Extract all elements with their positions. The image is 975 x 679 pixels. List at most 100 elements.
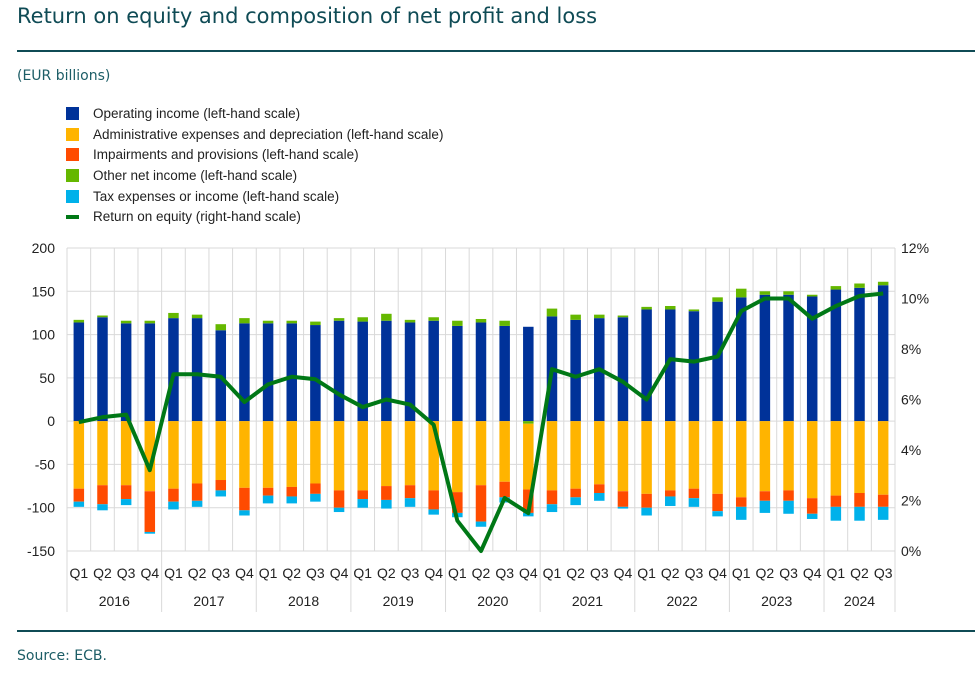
bar-operating xyxy=(357,321,368,422)
bar-operating xyxy=(333,320,345,422)
bar-tax xyxy=(120,499,132,506)
right-tick-label: 8% xyxy=(901,341,921,357)
bar-tax xyxy=(759,500,771,513)
bar-operating xyxy=(665,309,676,422)
bar-other xyxy=(854,283,865,288)
bar-operating xyxy=(688,311,700,422)
bar-other xyxy=(712,297,723,302)
year-label: 2020 xyxy=(477,593,508,609)
bar-impairments xyxy=(830,495,842,507)
quarter-label: Q4 xyxy=(708,565,727,581)
legend-item-roe: Return on equity (right-hand scale) xyxy=(66,206,443,227)
bar-other xyxy=(215,324,227,331)
bar-other xyxy=(877,281,889,286)
bar-administrative xyxy=(546,421,558,491)
bar-other xyxy=(570,314,581,320)
legend-item-impairments: Impairments and provisions (left-hand sc… xyxy=(66,144,443,165)
bar-tax xyxy=(854,506,865,521)
right-tick-label: 6% xyxy=(901,392,921,408)
bar-other xyxy=(73,319,85,323)
quarter-label: Q3 xyxy=(117,565,136,581)
quarter-label: Q4 xyxy=(235,565,254,581)
bar-tax xyxy=(688,498,700,507)
bar-operating xyxy=(735,297,747,422)
left-tick-label: 150 xyxy=(32,283,56,299)
bar-other xyxy=(239,318,250,324)
year-label: 2016 xyxy=(99,593,130,609)
legend-swatch xyxy=(66,127,79,141)
bar-operating xyxy=(73,322,85,422)
bar-other xyxy=(310,321,321,326)
bar-other xyxy=(546,308,558,317)
bar-administrative xyxy=(594,421,605,485)
bar-other xyxy=(475,318,487,323)
bar-tax xyxy=(262,495,274,504)
bar-administrative xyxy=(239,421,250,488)
bar-other xyxy=(428,317,439,321)
bar-administrative xyxy=(735,421,747,498)
bar-impairments xyxy=(641,493,652,508)
bar-administrative xyxy=(617,421,629,492)
bar-impairments xyxy=(735,497,747,507)
bar-other xyxy=(404,319,416,323)
bar-tax xyxy=(546,504,558,513)
bar-administrative xyxy=(641,421,652,494)
bar-administrative xyxy=(262,421,274,488)
quarter-label: Q1 xyxy=(164,565,183,581)
quarter-label: Q1 xyxy=(732,565,751,581)
bar-operating xyxy=(191,318,203,422)
bar-operating xyxy=(641,309,652,422)
legend-swatch xyxy=(66,214,79,219)
bar-operating xyxy=(523,326,534,422)
bar-tax xyxy=(144,531,156,534)
quarter-label: Q2 xyxy=(566,565,585,581)
bar-impairments xyxy=(191,483,203,501)
right-tick-label: 2% xyxy=(901,493,921,509)
bar-other xyxy=(783,291,794,295)
legend-label: Impairments and provisions (left-hand sc… xyxy=(93,147,359,163)
quarter-label: Q3 xyxy=(495,565,514,581)
legend-swatch xyxy=(66,106,79,120)
bar-impairments xyxy=(97,485,108,505)
legend-label: Return on equity (right-hand scale) xyxy=(93,209,301,225)
bar-tax xyxy=(641,507,652,516)
bar-administrative xyxy=(310,421,321,484)
bar-impairments xyxy=(806,498,818,514)
bar-impairments xyxy=(239,487,250,511)
bar-administrative xyxy=(665,421,676,491)
bar-operating xyxy=(617,317,629,422)
bar-other xyxy=(262,320,274,324)
bar-impairments xyxy=(546,490,558,505)
right-tick-label: 0% xyxy=(901,543,921,559)
year-label: 2018 xyxy=(288,593,319,609)
bar-other xyxy=(523,421,534,424)
quarter-label: Q1 xyxy=(637,565,656,581)
bar-tax xyxy=(404,498,416,507)
year-label: 2019 xyxy=(383,593,414,609)
bar-operating xyxy=(381,320,392,422)
bar-other xyxy=(120,320,132,324)
bar-impairments xyxy=(120,485,132,500)
bar-administrative xyxy=(759,421,771,492)
bar-other xyxy=(735,288,747,298)
bar-administrative xyxy=(333,421,345,491)
bar-impairments xyxy=(688,488,700,499)
year-label: 2021 xyxy=(572,593,603,609)
bar-impairments xyxy=(617,491,629,507)
bar-impairments xyxy=(144,491,156,532)
bar-administrative xyxy=(783,421,794,491)
bar-administrative xyxy=(144,421,156,492)
bar-operating xyxy=(428,320,439,422)
year-label: 2024 xyxy=(844,593,875,609)
quarter-label: Q3 xyxy=(211,565,230,581)
bar-other xyxy=(168,312,179,319)
quarter-label: Q4 xyxy=(140,565,159,581)
bar-impairments xyxy=(286,486,297,497)
legend-item-other-net-income: Other net income (left-hand scale) xyxy=(66,165,443,186)
bar-tax xyxy=(594,492,605,501)
left-tick-label: 0 xyxy=(47,413,55,429)
bar-impairments xyxy=(168,488,179,502)
bar-impairments xyxy=(594,484,605,493)
bar-impairments xyxy=(262,487,274,496)
